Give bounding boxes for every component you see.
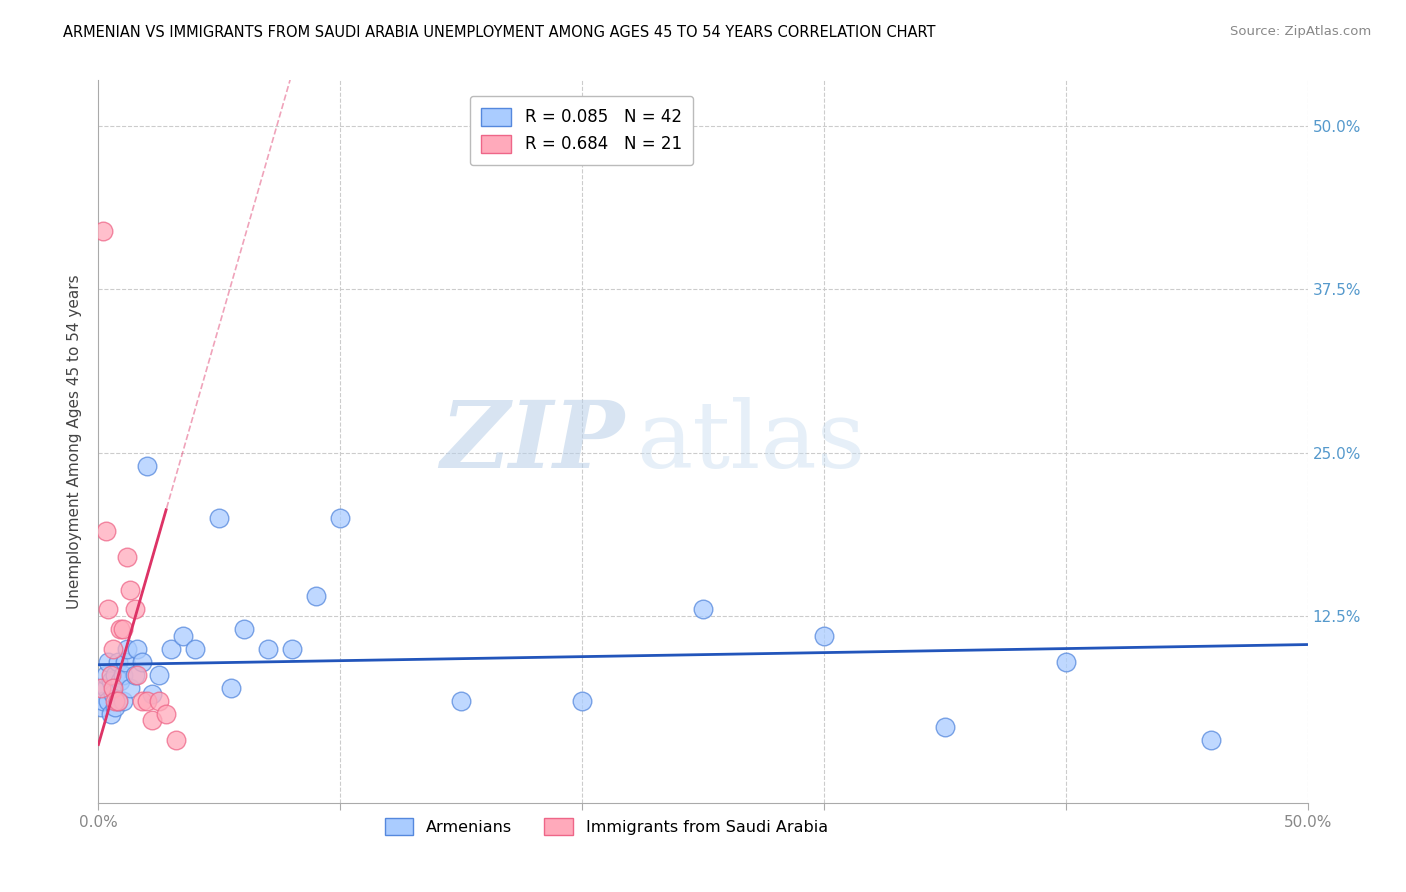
Point bbox=[450, 694, 472, 708]
Point bbox=[97, 694, 120, 708]
Point bbox=[108, 674, 131, 689]
Y-axis label: Unemployment Among Ages 45 to 54 years: Unemployment Among Ages 45 to 54 years bbox=[66, 274, 82, 609]
Text: ZIP: ZIP bbox=[440, 397, 624, 486]
Point bbox=[91, 694, 114, 708]
Point bbox=[90, 700, 112, 714]
Point bbox=[90, 681, 112, 695]
Point bbox=[692, 602, 714, 616]
Point bbox=[305, 590, 328, 604]
Point bbox=[114, 655, 136, 669]
Point bbox=[124, 667, 146, 681]
Point bbox=[329, 511, 352, 525]
Point bbox=[94, 667, 117, 681]
Point bbox=[117, 641, 139, 656]
Point bbox=[107, 694, 129, 708]
Point bbox=[100, 674, 122, 689]
Point bbox=[97, 602, 120, 616]
Point bbox=[108, 622, 131, 636]
Point bbox=[571, 694, 593, 708]
Point bbox=[141, 687, 163, 701]
Point bbox=[1054, 655, 1077, 669]
Point bbox=[256, 641, 278, 656]
Point bbox=[94, 524, 117, 538]
Point bbox=[184, 641, 207, 656]
Point bbox=[813, 629, 835, 643]
Text: ARMENIAN VS IMMIGRANTS FROM SAUDI ARABIA UNEMPLOYMENT AMONG AGES 45 TO 54 YEARS : ARMENIAN VS IMMIGRANTS FROM SAUDI ARABIA… bbox=[63, 25, 936, 40]
Point bbox=[111, 667, 134, 681]
Point bbox=[104, 694, 127, 708]
Point bbox=[208, 511, 231, 525]
Point bbox=[91, 223, 114, 237]
Point bbox=[135, 458, 157, 473]
Point bbox=[97, 655, 120, 669]
Point bbox=[111, 694, 134, 708]
Point bbox=[221, 681, 243, 695]
Point bbox=[117, 550, 139, 565]
Point bbox=[131, 655, 153, 669]
Point bbox=[107, 694, 129, 708]
Point bbox=[127, 667, 149, 681]
Point bbox=[111, 622, 134, 636]
Point bbox=[934, 720, 956, 734]
Point bbox=[100, 706, 122, 721]
Point bbox=[141, 714, 163, 728]
Point bbox=[172, 629, 194, 643]
Point bbox=[101, 687, 124, 701]
Text: Source: ZipAtlas.com: Source: ZipAtlas.com bbox=[1230, 25, 1371, 38]
Point bbox=[148, 694, 170, 708]
Point bbox=[118, 582, 141, 597]
Point bbox=[232, 622, 254, 636]
Point bbox=[104, 700, 127, 714]
Point bbox=[104, 667, 127, 681]
Point bbox=[165, 733, 187, 747]
Text: atlas: atlas bbox=[637, 397, 866, 486]
Point bbox=[281, 641, 304, 656]
Point bbox=[155, 706, 177, 721]
Point bbox=[131, 694, 153, 708]
Point bbox=[118, 681, 141, 695]
Point bbox=[101, 641, 124, 656]
Point bbox=[135, 694, 157, 708]
Legend: Armenians, Immigrants from Saudi Arabia: Armenians, Immigrants from Saudi Arabia bbox=[378, 812, 834, 842]
Point bbox=[127, 641, 149, 656]
Point bbox=[124, 602, 146, 616]
Point bbox=[101, 681, 124, 695]
Point bbox=[148, 667, 170, 681]
Point bbox=[100, 667, 122, 681]
Point bbox=[94, 681, 117, 695]
Point bbox=[107, 655, 129, 669]
Point bbox=[1199, 733, 1222, 747]
Point bbox=[160, 641, 183, 656]
